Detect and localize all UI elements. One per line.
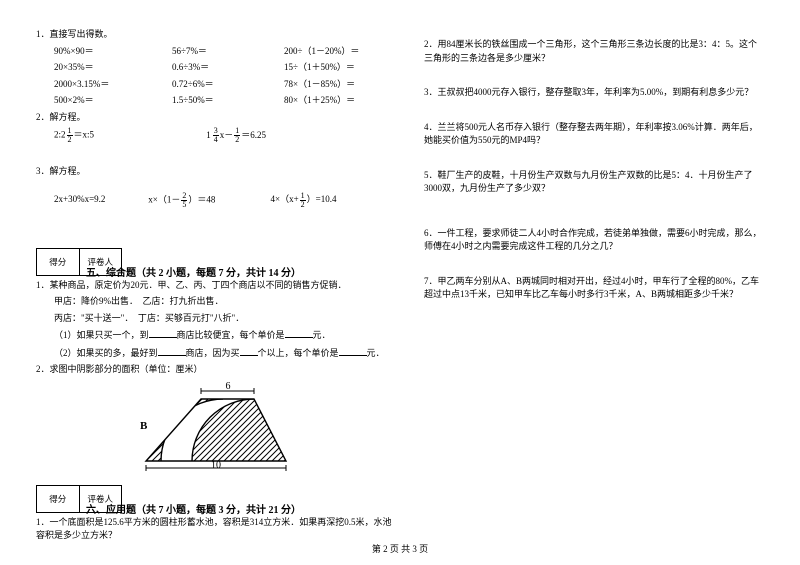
- q2-body: 2:212＝x:5 134x－12＝6.25: [36, 127, 396, 144]
- q3b-pre: x×（1－: [148, 194, 180, 204]
- s5q1-l3b: 商店比较便宜，每个单价是: [177, 330, 285, 340]
- s6-q7: 7．甲乙两车分别从A、B两城同时相对开出，经过4小时，甲车行了全程的80%，乙车…: [424, 275, 764, 302]
- q1-cell: 90%×90＝: [54, 45, 172, 59]
- q3-body: 2x+30%x=9.2 x×（1－25）＝48 4×（x+12）=10.4: [36, 192, 396, 209]
- q2a-post: ＝x:5: [74, 130, 95, 140]
- blank: [240, 346, 258, 356]
- q1-cell: 78×（1－85%）＝: [284, 78, 396, 92]
- s5q1-l3: （1）如果只买一个，到 商店比较便宜，每个单价是 元．: [54, 328, 396, 343]
- section-5-title: 五、综合题（共 2 小题，每题 7 分，共计 14 分）: [86, 264, 396, 279]
- q1-head: 1．直接写出得数。: [36, 28, 396, 42]
- q2a-pre: 2:2: [54, 130, 66, 140]
- q2b-mid: x－: [220, 130, 234, 140]
- s6-q3: 3．王叔叔把4000元存入银行，整存整取3年，年利率为5.00%，到期有利息多少…: [424, 86, 764, 100]
- q3b-post: ）＝48: [188, 194, 215, 204]
- figure-label-b: B: [140, 420, 148, 432]
- score-label: 得分: [37, 486, 80, 512]
- s5q1-l4a: （2）如果买的多，最好到: [54, 348, 158, 358]
- q1-cell: 500×2%＝: [54, 94, 172, 108]
- q1-row: 500×2%＝ 1.5÷50%＝ 80×（1＋25%）＝: [54, 94, 396, 108]
- q3c-pre: 4×（x+: [271, 194, 299, 204]
- q1-row: 20×35%＝ 0.6÷3%＝ 15÷（1＋50%）＝: [54, 61, 396, 75]
- s5q1-l3c: 元．: [313, 330, 331, 340]
- s6-q2: 2．用84厘米长的铁丝围成一个三角形，这个三角形三条边长度的比是3：4：5。这个…: [424, 38, 764, 65]
- s5q1-l4: （2）如果买的多，最好到 商店，因为买 个以上，每个单价是 元．: [54, 346, 396, 361]
- s5q1-l2: 丙店："买十送一"． 丁店：买够百元打"八折"．: [54, 312, 396, 326]
- s6-q6: 6．一件工程，要求师徒二人4小时合作完成，若徒弟单独做，需要6小时完成，那么，师…: [424, 227, 764, 254]
- blank: [158, 346, 186, 356]
- q1-cell: 200÷（1－20%）＝: [284, 45, 396, 59]
- s5q1-l1: 甲店：降价9%出售． 乙店：打九折出售．: [54, 295, 396, 309]
- score-label: 得分: [37, 249, 80, 275]
- shaded-figure: 6 10 B: [36, 381, 396, 471]
- section-6-title: 六、应用题（共 7 小题，每题 3 分，共计 21 分）: [86, 501, 396, 516]
- q3-head: 3．解方程。: [36, 165, 396, 179]
- s5q2: 2．求图中阴影部分的面积（单位：厘米）: [36, 363, 396, 377]
- q1-cell: 80×（1＋25%）＝: [284, 94, 396, 108]
- q1-cell: 2000×3.15%＝: [54, 78, 172, 92]
- s5q1-l3a: （1）如果只买一个，到: [54, 330, 149, 340]
- q1-cell: 15÷（1＋50%）＝: [284, 61, 396, 75]
- q1-cell: 20×35%＝: [54, 61, 172, 75]
- q3a: 2x+30%x=9.2: [54, 193, 146, 207]
- blank: [285, 328, 313, 338]
- s5q1-l4c: 个以上，每个单价是: [258, 348, 339, 358]
- q1-cell: 0.72÷6%＝: [172, 78, 284, 92]
- s5q1-l4b: 商店，因为买: [186, 348, 240, 358]
- s6-q1: 1．一个底面积是125.6平方米的圆柱形蓄水池，容积是314立方米．如果再深挖0…: [36, 516, 396, 543]
- s5q1-l4d: 元．: [367, 348, 385, 358]
- blank: [339, 346, 367, 356]
- page-footer: 第 2 页 共 3 页: [0, 542, 800, 555]
- s6-q5: 5．鞋厂生产的皮鞋，十月份生产双数与九月份生产双数的比是5：4．十月份生产了30…: [424, 169, 764, 196]
- blank: [149, 328, 177, 338]
- q1-cell: 0.6÷3%＝: [172, 61, 284, 75]
- figure-label-10: 10: [211, 460, 221, 471]
- q2-head: 2．解方程。: [36, 111, 396, 125]
- q1-row: 2000×3.15%＝ 0.72÷6%＝ 78×（1－85%）＝: [54, 78, 396, 92]
- figure-label-6: 6: [226, 381, 231, 392]
- s6-q4: 4．兰兰将500元人名币存入银行（整存整去两年期），年利率按3.06%计算．两年…: [424, 121, 764, 148]
- q2b-post: ＝6.25: [241, 130, 266, 140]
- q1-row: 90%×90＝ 56÷7%＝ 200÷（1－20%）＝: [54, 45, 396, 59]
- q1-cell: 56÷7%＝: [172, 45, 284, 59]
- s5q1-head: 1．某种商品，原定价为20元．甲、乙、丙、丁四个商店以不同的销售方促销．: [36, 279, 396, 293]
- q3c-post: ）=10.4: [307, 194, 337, 204]
- q1-cell: 1.5÷50%＝: [172, 94, 284, 108]
- q2b-pre: 1: [206, 129, 211, 143]
